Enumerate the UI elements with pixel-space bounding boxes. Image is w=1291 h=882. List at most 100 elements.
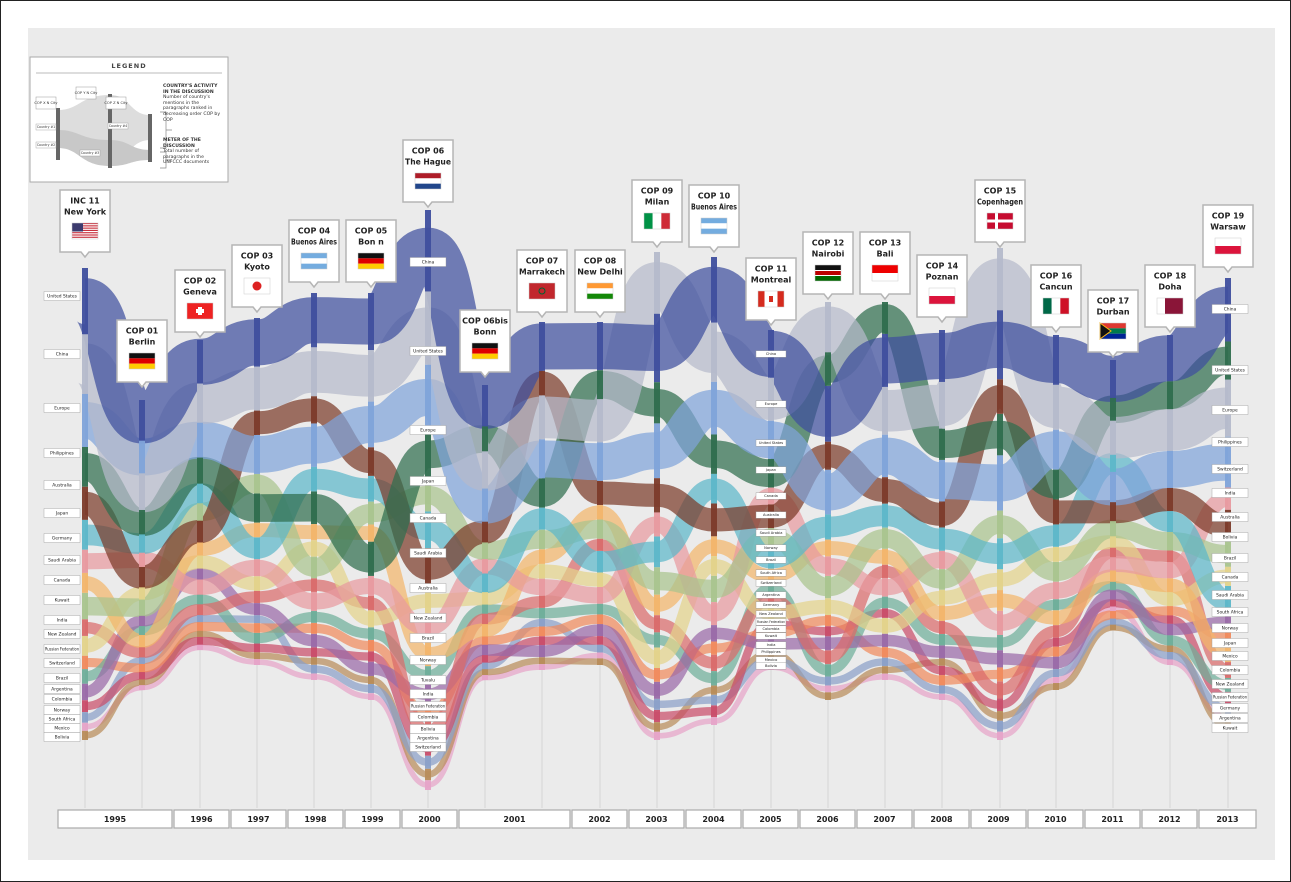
- conference-city: Durban: [1096, 308, 1129, 317]
- flag-border: [186, 302, 214, 320]
- meter-segment: [825, 352, 831, 386]
- meter-segment: [597, 572, 603, 587]
- year-box: [57, 809, 173, 829]
- flag-part: [777, 291, 784, 307]
- meter-segment: [139, 615, 145, 627]
- meter-segment: [82, 619, 88, 636]
- meter-segment: [82, 334, 88, 394]
- meter-segment: [254, 366, 260, 411]
- meter-segment: [825, 676, 831, 686]
- flag-part: [72, 229, 98, 231]
- year-label: 2006: [816, 815, 839, 824]
- conference-label: COP 07: [526, 257, 558, 266]
- meter-segment: [939, 634, 945, 646]
- conference-city: The Hague: [405, 158, 452, 167]
- year-label: 1997: [247, 815, 269, 824]
- meter-segment: [997, 610, 1003, 635]
- country-box: [1211, 607, 1249, 617]
- conference-label: COP 04: [298, 227, 331, 236]
- meter-segment: [711, 556, 717, 576]
- meter-segment: [882, 673, 888, 680]
- legend-country-box: [107, 122, 129, 130]
- country-label: Mexico: [54, 726, 70, 732]
- legend-meter-text: METER OF THE DISCUSSION Total number of p…: [163, 138, 223, 166]
- meter-segment: [939, 330, 945, 382]
- meter-segment: [1167, 381, 1173, 410]
- year-label: 2001: [503, 815, 526, 824]
- meter-segment: [482, 624, 488, 637]
- flag: [814, 264, 842, 282]
- year-label: 2000: [418, 815, 441, 824]
- meter-segment: [254, 473, 260, 494]
- meter-segment: [539, 529, 545, 550]
- year-label: 2002: [588, 815, 610, 824]
- legend-country-box: [35, 141, 57, 149]
- country-label: Kuwait: [55, 598, 70, 604]
- flag-part: [129, 363, 155, 369]
- meter-segment: [1053, 469, 1059, 500]
- country-label: Switzerland: [49, 661, 75, 667]
- country-box: [409, 476, 447, 486]
- meter-segment: [939, 621, 945, 635]
- legend-meter: [56, 108, 60, 160]
- meter-segment: [939, 685, 945, 694]
- meter-segment: [597, 519, 603, 539]
- country-box: [1211, 623, 1249, 633]
- country-box: [755, 511, 787, 519]
- legend-country-label: Country #1: [37, 125, 55, 129]
- meter-segment: [539, 618, 545, 627]
- country-box: [1211, 665, 1249, 675]
- meter-segment: [425, 780, 431, 790]
- meter-segment: [654, 698, 660, 710]
- conference-city: Nairobi: [812, 250, 845, 259]
- meter-segment: [1167, 652, 1173, 660]
- year-box: [1141, 809, 1198, 829]
- conference-city: Kyoto: [244, 263, 270, 272]
- country-label: Brazil: [56, 676, 68, 682]
- meter-segment: [368, 651, 374, 662]
- country-label: New Zealand: [414, 616, 443, 622]
- meter-segment: [482, 451, 488, 489]
- country-box: [409, 583, 447, 593]
- country-label: Saudi Arabia: [1216, 593, 1244, 599]
- meter-segment: [597, 644, 603, 653]
- year-box: [1198, 809, 1257, 829]
- flag: [1042, 297, 1070, 315]
- conference-city: Copenhagen: [977, 198, 1023, 207]
- flag-border: [757, 290, 785, 308]
- country-label: Saudi Arabia: [760, 531, 783, 535]
- year-box: [1027, 809, 1084, 829]
- meter-segment: [197, 340, 203, 384]
- conference-city: New Delhi: [577, 268, 623, 277]
- meter-segment: [311, 657, 317, 665]
- meter-segment: [1167, 487, 1173, 512]
- meter-segment: [425, 291, 431, 365]
- country-label: United States: [413, 349, 443, 355]
- flag: [871, 264, 899, 282]
- meter-segment: [482, 426, 488, 452]
- flag-border: [528, 282, 556, 300]
- meter-segment: [139, 647, 145, 658]
- country-box: [409, 689, 447, 699]
- flag-part: [872, 265, 898, 273]
- flag-part: [1051, 298, 1061, 314]
- flag-part: [72, 236, 98, 238]
- meter-segment: [1167, 615, 1173, 624]
- meter-segment: [882, 633, 888, 648]
- flag-part: [129, 353, 155, 359]
- country-box: [1211, 651, 1249, 661]
- meter-segment: [254, 537, 260, 560]
- country-label: Australia: [52, 483, 72, 489]
- country-box: [409, 257, 447, 267]
- flag-part: [196, 309, 204, 313]
- meter-segment: [425, 210, 431, 292]
- meter-segment: [1167, 623, 1173, 636]
- country-box: [43, 403, 81, 413]
- meter-segment: [139, 509, 145, 535]
- flag-border: [643, 212, 671, 230]
- meter-segment: [997, 650, 1003, 668]
- meter-segment: [654, 313, 660, 383]
- meter-segment: [997, 413, 1003, 456]
- meter-segment: [539, 626, 545, 637]
